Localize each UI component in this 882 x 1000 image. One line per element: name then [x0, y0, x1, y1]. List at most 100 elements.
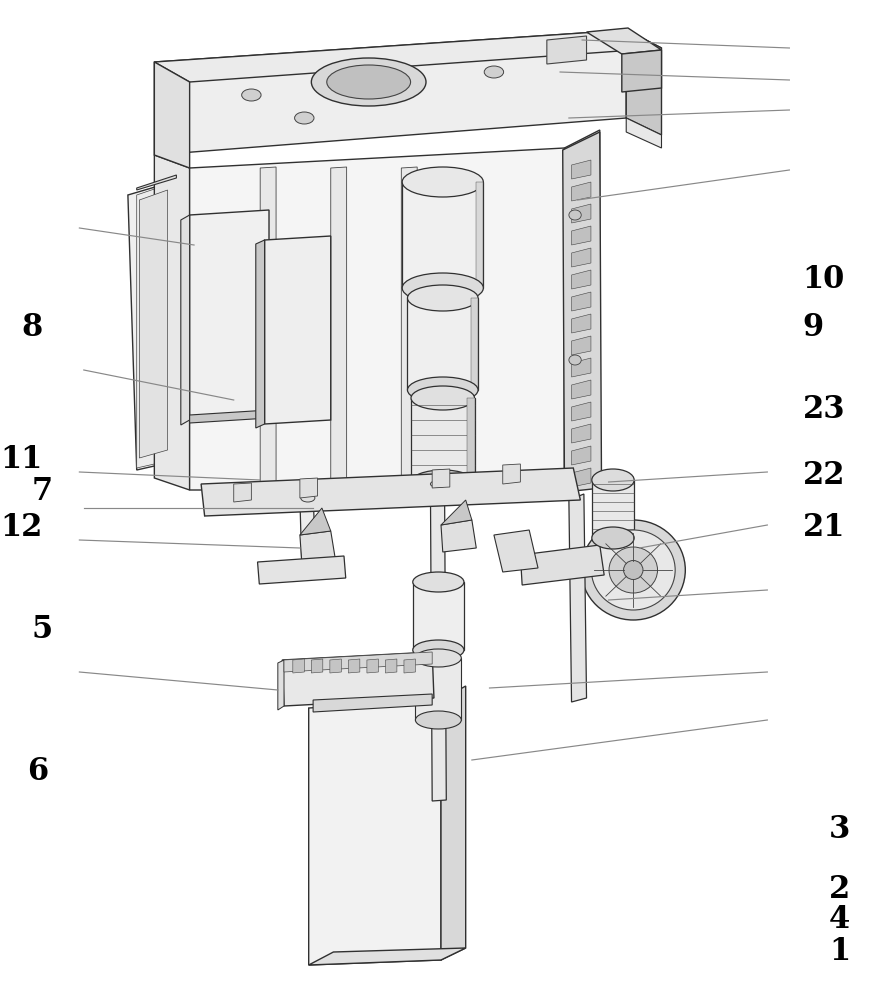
Polygon shape	[265, 236, 331, 424]
Polygon shape	[476, 182, 483, 288]
Polygon shape	[572, 314, 591, 333]
Polygon shape	[592, 480, 634, 538]
Text: 1: 1	[829, 936, 850, 968]
Polygon shape	[300, 508, 331, 535]
Ellipse shape	[402, 167, 483, 197]
Polygon shape	[441, 520, 476, 552]
Polygon shape	[330, 659, 341, 673]
Ellipse shape	[407, 285, 478, 311]
Polygon shape	[258, 556, 346, 584]
Polygon shape	[154, 30, 626, 155]
Polygon shape	[587, 28, 662, 54]
Polygon shape	[572, 358, 591, 377]
Polygon shape	[154, 30, 662, 82]
Polygon shape	[572, 270, 591, 289]
Ellipse shape	[415, 649, 461, 667]
Polygon shape	[313, 694, 432, 712]
Polygon shape	[201, 468, 580, 516]
Polygon shape	[564, 130, 600, 490]
Polygon shape	[385, 659, 397, 673]
Ellipse shape	[592, 469, 634, 491]
Ellipse shape	[581, 520, 685, 620]
Polygon shape	[311, 659, 323, 673]
Polygon shape	[626, 30, 662, 135]
Polygon shape	[415, 658, 461, 720]
Ellipse shape	[591, 530, 676, 610]
Polygon shape	[256, 240, 265, 428]
Polygon shape	[181, 215, 190, 425]
Polygon shape	[569, 494, 587, 702]
Polygon shape	[154, 62, 190, 168]
Polygon shape	[190, 148, 564, 490]
Text: 9: 9	[803, 312, 824, 344]
Ellipse shape	[407, 377, 478, 403]
Polygon shape	[284, 652, 432, 672]
Polygon shape	[572, 336, 591, 355]
Polygon shape	[572, 380, 591, 399]
Polygon shape	[503, 464, 520, 484]
Text: 8: 8	[21, 312, 42, 344]
Polygon shape	[309, 700, 441, 965]
Ellipse shape	[402, 273, 483, 303]
Polygon shape	[572, 204, 591, 223]
Ellipse shape	[415, 711, 461, 729]
Polygon shape	[563, 132, 602, 492]
Polygon shape	[282, 652, 434, 706]
Polygon shape	[404, 659, 415, 673]
Text: 5: 5	[32, 614, 53, 646]
Polygon shape	[309, 948, 466, 965]
Polygon shape	[467, 398, 475, 482]
Polygon shape	[572, 160, 591, 179]
Ellipse shape	[301, 494, 315, 502]
Polygon shape	[520, 545, 604, 585]
Ellipse shape	[430, 481, 446, 488]
Ellipse shape	[569, 355, 581, 365]
Polygon shape	[626, 118, 662, 148]
Polygon shape	[572, 182, 591, 201]
Ellipse shape	[484, 66, 504, 78]
Polygon shape	[407, 298, 478, 390]
Ellipse shape	[569, 210, 581, 220]
Text: 22: 22	[803, 460, 845, 490]
Ellipse shape	[624, 560, 643, 580]
Polygon shape	[402, 182, 483, 288]
Polygon shape	[572, 424, 591, 443]
Polygon shape	[293, 659, 304, 673]
Ellipse shape	[592, 527, 634, 549]
Polygon shape	[401, 167, 417, 490]
Polygon shape	[572, 292, 591, 311]
Ellipse shape	[411, 470, 475, 494]
Polygon shape	[411, 398, 475, 482]
Polygon shape	[331, 167, 347, 490]
Polygon shape	[367, 659, 378, 673]
Polygon shape	[139, 190, 168, 458]
Text: 3: 3	[829, 814, 850, 846]
Ellipse shape	[295, 112, 314, 124]
Polygon shape	[137, 175, 176, 190]
Ellipse shape	[326, 65, 410, 99]
Ellipse shape	[413, 572, 464, 592]
Ellipse shape	[242, 89, 261, 101]
Text: 23: 23	[803, 394, 845, 426]
Polygon shape	[413, 582, 464, 650]
Polygon shape	[300, 531, 335, 560]
Text: 11: 11	[0, 444, 42, 476]
Polygon shape	[278, 660, 284, 710]
Ellipse shape	[609, 547, 657, 593]
Text: 2: 2	[829, 874, 850, 906]
Polygon shape	[137, 183, 172, 468]
Polygon shape	[441, 686, 466, 960]
Polygon shape	[572, 402, 591, 421]
Polygon shape	[234, 483, 251, 502]
Polygon shape	[494, 530, 538, 572]
Polygon shape	[471, 298, 478, 390]
Polygon shape	[622, 50, 662, 92]
Polygon shape	[430, 483, 446, 801]
Polygon shape	[190, 210, 269, 420]
Polygon shape	[260, 167, 276, 490]
Text: 4: 4	[829, 904, 850, 936]
Polygon shape	[572, 468, 591, 487]
Polygon shape	[441, 500, 472, 525]
Text: 10: 10	[803, 264, 845, 296]
Polygon shape	[547, 36, 587, 64]
